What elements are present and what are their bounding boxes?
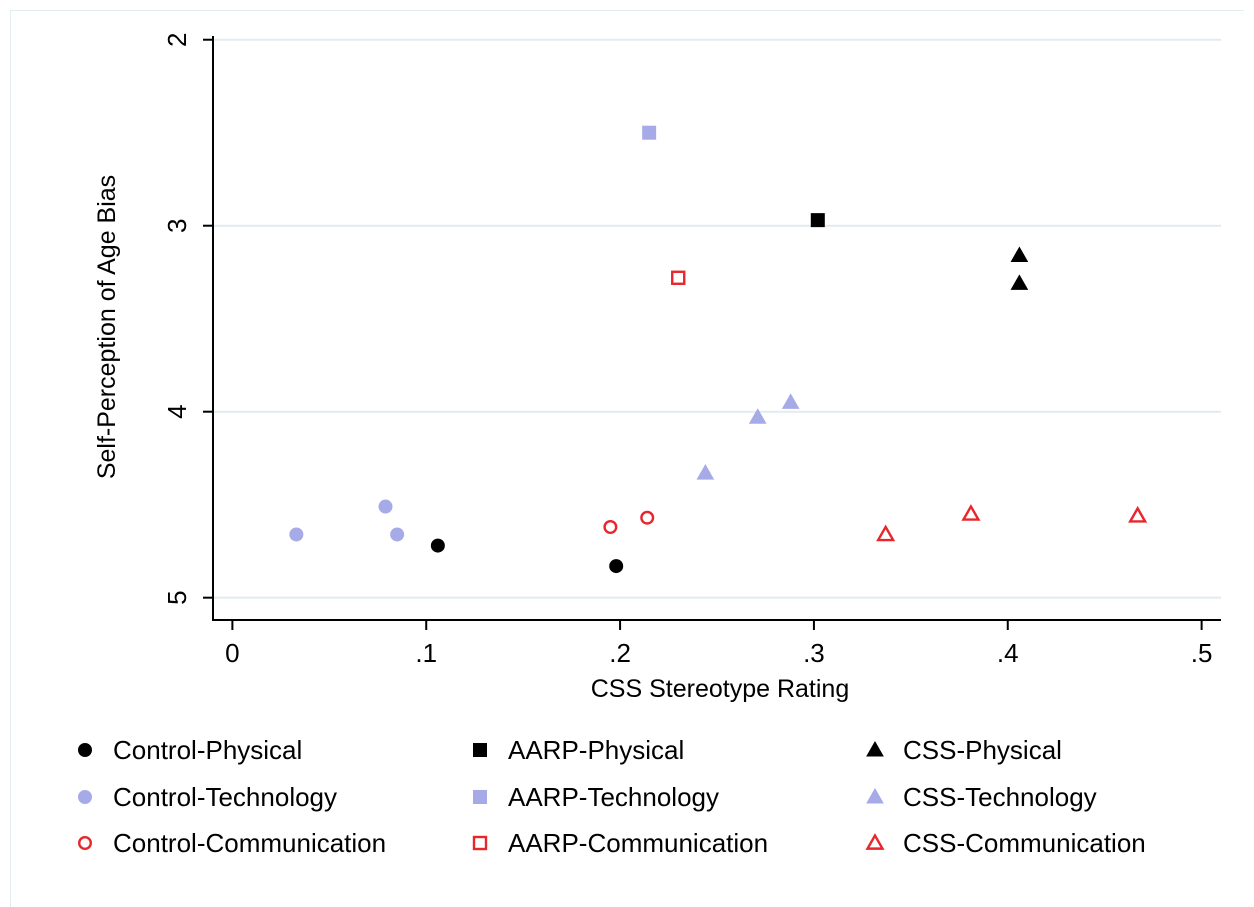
- data-point: [696, 464, 715, 480]
- x-tick-label: 0: [225, 638, 239, 668]
- data-point: [781, 393, 800, 409]
- legend-label: Control-Technology: [113, 782, 337, 812]
- data-point: [876, 524, 896, 542]
- data-point: [1010, 246, 1029, 262]
- data-point: [671, 270, 686, 285]
- y-tick-label: 3: [162, 218, 192, 232]
- x-tick-label: .3: [803, 638, 825, 668]
- legend-label: AARP-Technology: [508, 782, 719, 812]
- data-point: [378, 499, 393, 514]
- legend: Control-Physical Control-Technology Contro…: [77, 735, 1146, 858]
- legend-label: CSS-Communication: [903, 828, 1146, 858]
- legend-label: AARP-Communication: [508, 828, 768, 858]
- legend-label: Control-Communication: [113, 828, 386, 858]
- legend-marker: [866, 787, 884, 804]
- legend-label: CSS-Technology: [903, 782, 1097, 812]
- data-point: [1128, 505, 1148, 523]
- x-axis-title: CSS Stereotype Rating: [591, 675, 849, 703]
- data-point: [390, 527, 405, 542]
- data-markers: [289, 125, 1148, 574]
- chart-frame: [10, 10, 1244, 907]
- x-tick-labels: 0 .1 .2 .3 .4 .5: [225, 638, 1212, 668]
- y-axis-title: Self-Perception of Age Bias: [93, 175, 121, 479]
- legend-marker: [865, 833, 885, 850]
- legend-marker: [473, 790, 487, 804]
- legend-marker: [78, 743, 92, 757]
- legend-marker: [472, 835, 488, 851]
- x-tick-label: .2: [609, 638, 631, 668]
- y-tick-label: 2: [162, 32, 192, 46]
- grid-lines: [213, 38, 1221, 599]
- legend-marker: [77, 836, 92, 851]
- data-point: [603, 520, 618, 535]
- x-tick-label: .5: [1191, 638, 1213, 668]
- axes: [203, 36, 1221, 630]
- legend-marker: [78, 790, 92, 804]
- data-point: [609, 559, 624, 574]
- data-point: [430, 538, 445, 553]
- y-tick-label: 4: [162, 404, 192, 418]
- data-point: [961, 504, 981, 521]
- data-point: [1010, 274, 1029, 290]
- data-point: [748, 408, 767, 424]
- legend-label: Control-Physical: [113, 735, 302, 765]
- y-tick-label: 5: [162, 590, 192, 604]
- x-tick-label: .1: [415, 638, 437, 668]
- y-tick-labels: 2 3 4 5: [162, 32, 192, 604]
- data-point: [642, 125, 657, 140]
- x-tick-label: .4: [997, 638, 1019, 668]
- legend-marker: [473, 743, 487, 757]
- legend-label: AARP-Physical: [508, 735, 684, 765]
- data-point: [640, 510, 655, 525]
- data-point: [810, 213, 825, 228]
- legend-marker: [866, 740, 884, 757]
- legend-label: CSS-Physical: [903, 735, 1062, 765]
- data-point: [289, 527, 304, 542]
